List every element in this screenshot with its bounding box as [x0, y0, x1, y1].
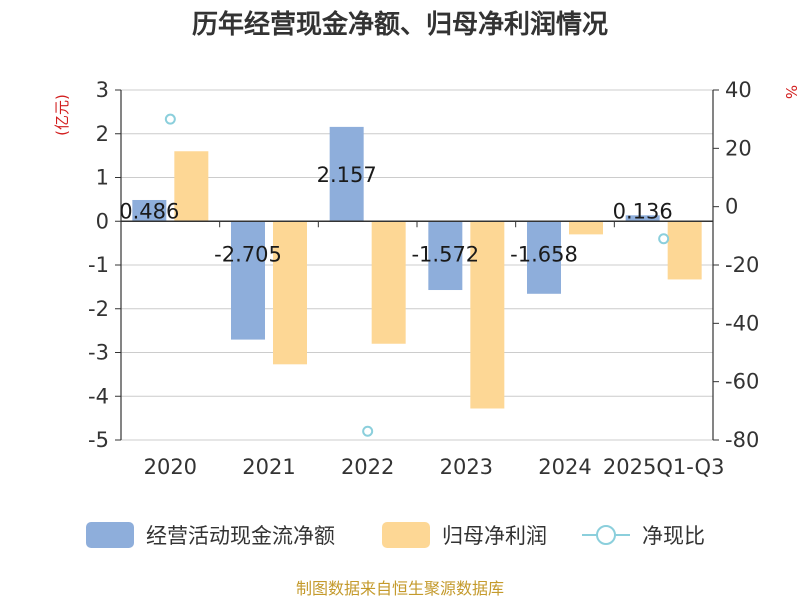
source-note: 制图数据来自恒生聚源数据库: [296, 579, 504, 598]
left-tick-label: -3: [88, 341, 109, 365]
legend-label-profit: 归母净利润: [442, 524, 547, 548]
x-tick-label: 2023: [440, 455, 493, 479]
bar-profit: [569, 221, 603, 235]
legend-label-ratio: 净现比: [642, 524, 705, 548]
legend-swatch-ratio-circle: [596, 525, 616, 545]
legend-swatch-cashflow: [86, 522, 134, 548]
ratio-points: [164, 113, 670, 437]
x-tick-label: 2024: [538, 455, 591, 479]
bar-profit: [667, 221, 702, 280]
right-tick-label: -60: [725, 370, 759, 394]
bar-profit: [273, 221, 307, 365]
ratio-point: [362, 425, 374, 437]
bar-cashflow: [428, 221, 463, 291]
left-axis-unit: (亿元): [53, 94, 71, 136]
bar-cashflow: [132, 199, 167, 222]
bars: [132, 126, 702, 409]
bar-cashflow: [231, 221, 265, 340]
bar-cashflow: [527, 221, 561, 294]
ratio-point: [658, 233, 670, 245]
cashflow-value-label: -2.705: [214, 242, 282, 266]
left-tick-label: 0: [96, 209, 109, 233]
left-tick-label: -5: [88, 428, 109, 452]
bar-cashflow: [625, 215, 660, 222]
cashflow-value-label: -1.572: [411, 242, 479, 266]
left-tick-label: -2: [88, 297, 109, 321]
bar-cashflow: [329, 126, 364, 222]
right-axis-unit: %: [782, 85, 800, 99]
right-tick-label: -80: [725, 428, 759, 452]
right-tick-label: 0: [725, 195, 738, 219]
bar-profit: [174, 151, 209, 222]
ratio-point: [164, 113, 176, 125]
right-tick-label: -40: [725, 311, 759, 335]
left-tick-label: -4: [88, 384, 109, 408]
legend: 经营活动现金流净额 归母净利润 净现比: [86, 522, 705, 548]
x-tick-label: 2021: [242, 455, 295, 479]
x-tick-label: 2022: [341, 455, 394, 479]
chart-title: 历年经营现金净额、归母净利润情况: [192, 9, 608, 40]
left-tick-label: 3: [96, 78, 109, 102]
legend-swatch-profit: [382, 522, 430, 548]
axes: 3 2 1 0 -1 -2 -3 -4 -5 40 20 0 -20 -40 -60 -80 2020 2021 2…: [88, 78, 759, 479]
legend-label-cashflow: 经营活动现金流净额: [146, 524, 335, 548]
left-tick-label: 2: [96, 122, 109, 146]
right-tick-label: 40: [725, 78, 752, 102]
bar-profit: [470, 221, 505, 409]
x-tick-label: 2020: [144, 455, 197, 479]
right-tick-label: 20: [725, 136, 752, 160]
cashflow-value-label: 0.486: [119, 199, 179, 223]
cashflow-value-label: 0.136: [613, 199, 673, 223]
right-tick-label: -20: [725, 253, 759, 277]
cashflow-value-label: 2.157: [317, 163, 377, 187]
bar-profit: [371, 221, 406, 344]
grid-lines: [121, 89, 713, 441]
left-tick-label: -1: [88, 253, 109, 277]
cashflow-value-label: -1.658: [510, 242, 578, 266]
x-tick-label: 2025Q1-Q3: [603, 455, 725, 479]
data-labels: 0.486 -2.705 2.157 -1.572 -1.658 0.136: [119, 163, 672, 266]
left-tick-label: 1: [96, 166, 109, 190]
